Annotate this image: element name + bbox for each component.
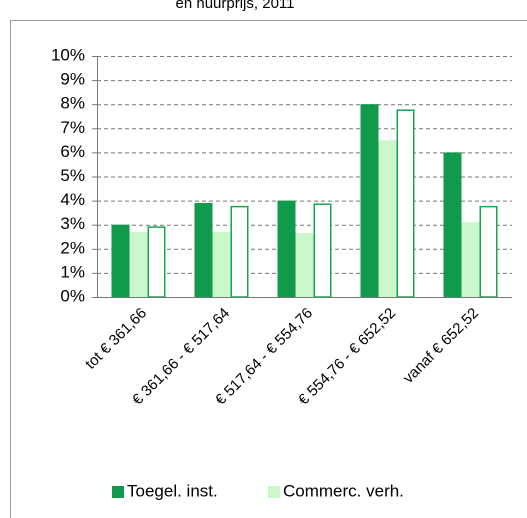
x-tick-label: vanaf € 652,52 [400, 305, 482, 387]
bar [461, 222, 480, 297]
bar [313, 203, 332, 298]
y-tick-label: 3% [60, 214, 85, 233]
legend-label: Commerc. verh. [283, 481, 404, 500]
bar [194, 203, 213, 297]
y-tick-label: 9% [60, 70, 85, 89]
bar [396, 109, 415, 298]
bar [277, 200, 296, 297]
y-tick-label: 2% [60, 238, 85, 257]
chart-frame [10, 20, 527, 518]
y-tick-label: 4% [60, 190, 85, 209]
bar [378, 140, 397, 297]
bar [479, 205, 498, 298]
chart-title: en huurprijs, 2011 [176, 0, 295, 12]
bar [295, 233, 314, 297]
y-tick-label: 7% [60, 118, 85, 137]
bar [443, 152, 462, 297]
bar [129, 231, 148, 297]
y-tick-label: 10% [51, 45, 85, 64]
y-tick-label: 0% [60, 286, 85, 305]
y-tick-label: 6% [60, 142, 85, 161]
y-tick-label: 1% [60, 262, 85, 281]
y-tick-label: 5% [60, 166, 85, 185]
bar [230, 205, 249, 298]
bar [212, 231, 231, 297]
legend-label: Toegel. inst. [127, 481, 218, 500]
bar [147, 226, 166, 298]
y-tick-label: 8% [60, 94, 85, 113]
bar [111, 224, 130, 297]
legend-swatch [268, 486, 280, 498]
x-tick-label: tot € 361,66 [82, 305, 150, 373]
legend-swatch [112, 486, 124, 498]
bar [360, 104, 379, 297]
